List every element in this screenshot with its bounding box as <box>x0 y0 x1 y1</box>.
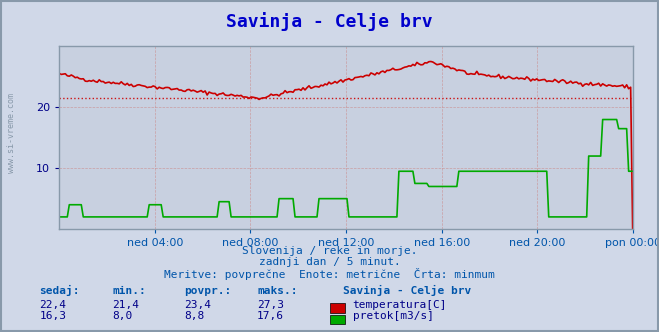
Text: 16,3: 16,3 <box>40 311 67 321</box>
Text: sedaj:: sedaj: <box>40 285 80 296</box>
Text: temperatura[C]: temperatura[C] <box>353 300 447 310</box>
Bar <box>330 303 345 313</box>
Text: Savinja - Celje brv: Savinja - Celje brv <box>226 12 433 31</box>
Text: 8,0: 8,0 <box>112 311 132 321</box>
Text: min.:: min.: <box>112 286 146 296</box>
Text: Meritve: povprečne  Enote: metrične  Črta: minmum: Meritve: povprečne Enote: metrične Črta:… <box>164 268 495 280</box>
Text: 23,4: 23,4 <box>185 300 212 310</box>
Text: zadnji dan / 5 minut.: zadnji dan / 5 minut. <box>258 257 401 267</box>
Text: Savinja - Celje brv: Savinja - Celje brv <box>343 285 471 296</box>
Text: povpr.:: povpr.: <box>185 286 232 296</box>
Text: 8,8: 8,8 <box>185 311 205 321</box>
Text: 27,3: 27,3 <box>257 300 284 310</box>
Text: maks.:: maks.: <box>257 286 297 296</box>
Text: www.si-vreme.com: www.si-vreme.com <box>7 93 16 173</box>
Text: pretok[m3/s]: pretok[m3/s] <box>353 311 434 321</box>
Text: 22,4: 22,4 <box>40 300 67 310</box>
Text: Slovenija / reke in morje.: Slovenija / reke in morje. <box>242 246 417 256</box>
Text: 17,6: 17,6 <box>257 311 284 321</box>
Text: 21,4: 21,4 <box>112 300 139 310</box>
Bar <box>330 315 345 324</box>
